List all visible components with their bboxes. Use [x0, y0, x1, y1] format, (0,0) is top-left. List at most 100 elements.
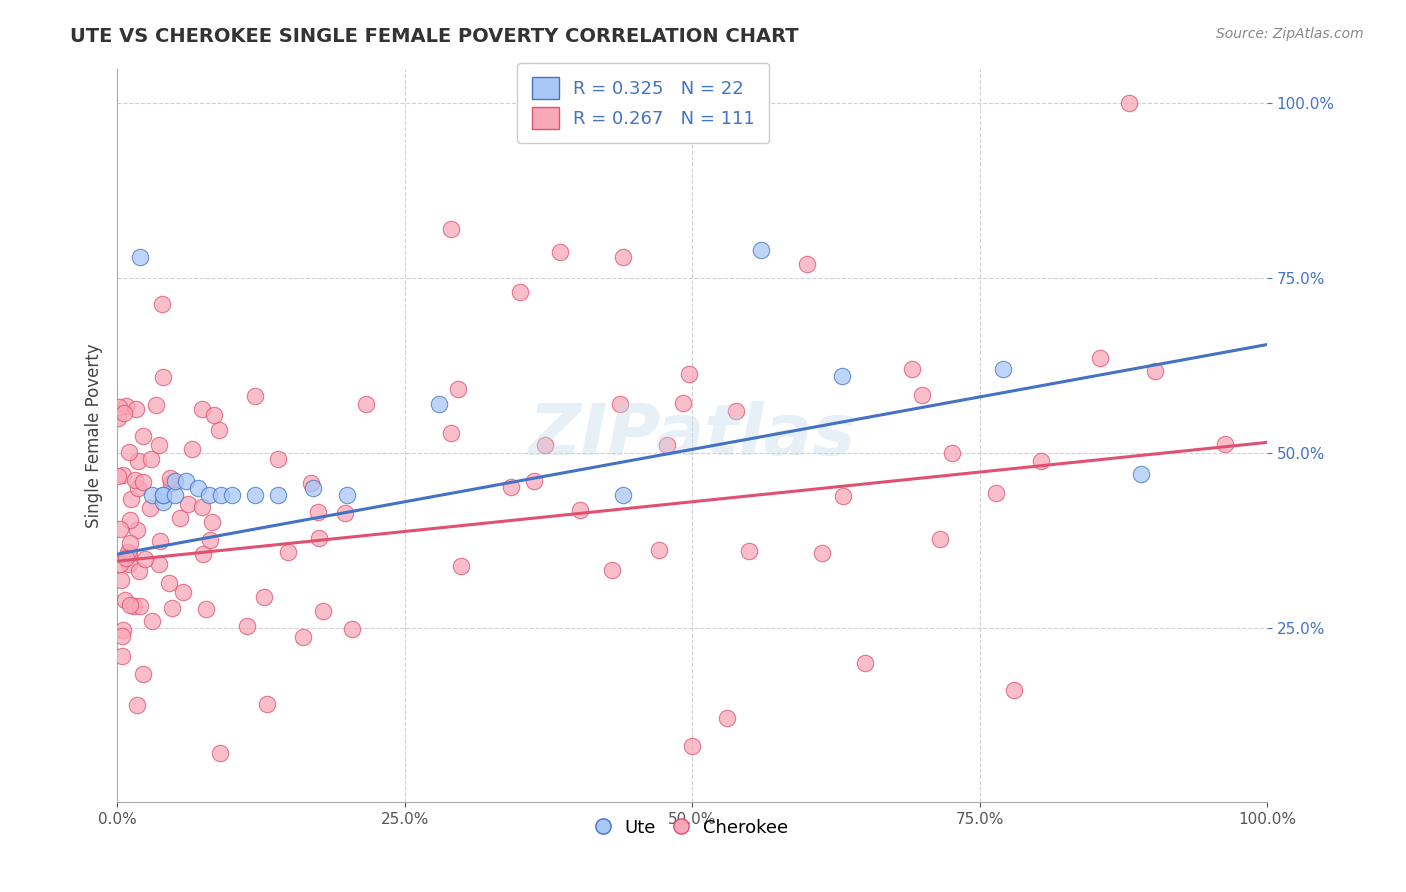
Point: [117, 544, 139, 558]
Point: [115, 550, 138, 565]
Point: [569, 503, 592, 517]
Point: [612, 250, 634, 264]
Y-axis label: Single Female Poverty: Single Female Poverty: [86, 343, 103, 528]
Point: [157, 576, 180, 591]
Point: [447, 382, 470, 396]
Point: [657, 437, 679, 451]
Point: [149, 533, 172, 548]
Point: [678, 367, 700, 381]
Point: [201, 516, 224, 530]
Point: [1029, 454, 1052, 468]
Point: [810, 545, 832, 559]
Point: [194, 602, 217, 616]
Point: [299, 476, 322, 491]
Point: [1143, 364, 1166, 378]
Point: [134, 551, 156, 566]
Point: [427, 397, 450, 411]
Point: [1213, 436, 1236, 450]
Point: [110, 629, 132, 643]
Point: [108, 400, 131, 414]
Point: [107, 411, 129, 425]
Point: [308, 531, 330, 545]
Point: [1002, 683, 1025, 698]
Point: [208, 747, 231, 761]
Point: [277, 545, 299, 559]
Point: [984, 485, 1007, 500]
Point: [152, 369, 174, 384]
Point: [356, 397, 378, 411]
Point: [267, 452, 290, 467]
Point: [174, 474, 197, 488]
Point: [152, 495, 174, 509]
Point: [725, 404, 748, 418]
Point: [738, 543, 761, 558]
Point: [499, 480, 522, 494]
Point: [1088, 351, 1111, 366]
Point: [749, 244, 772, 258]
Point: [145, 398, 167, 412]
Point: [548, 244, 571, 259]
Point: [929, 532, 952, 546]
Point: [160, 600, 183, 615]
Point: [152, 488, 174, 502]
Point: [648, 543, 671, 558]
Point: [209, 488, 232, 502]
Point: [120, 491, 142, 506]
Text: ZIPatlas: ZIPatlas: [529, 401, 856, 470]
Point: [901, 361, 924, 376]
Point: [600, 563, 623, 577]
Point: [108, 557, 131, 571]
Point: [716, 711, 738, 725]
Point: [141, 614, 163, 628]
Point: [335, 506, 357, 520]
Point: [118, 536, 141, 550]
Point: [118, 557, 141, 571]
Point: [831, 369, 853, 384]
Point: [941, 446, 963, 460]
Point: [253, 591, 276, 605]
Point: [509, 285, 531, 300]
Point: [440, 222, 463, 236]
Point: [118, 598, 141, 612]
Point: [141, 488, 163, 502]
Point: [118, 547, 141, 561]
Point: [114, 592, 136, 607]
Point: [672, 396, 695, 410]
Point: [307, 505, 329, 519]
Point: [150, 297, 173, 311]
Point: [163, 488, 186, 502]
Point: [1129, 467, 1152, 481]
Point: [159, 471, 181, 485]
Point: [125, 523, 148, 537]
Point: [108, 522, 131, 536]
Point: [125, 698, 148, 713]
Point: [609, 396, 631, 410]
Point: [169, 510, 191, 524]
Point: [311, 604, 333, 618]
Point: [124, 473, 146, 487]
Point: [152, 488, 174, 502]
Point: [177, 497, 200, 511]
Point: [853, 656, 876, 670]
Point: [796, 257, 818, 271]
Point: [191, 548, 214, 562]
Point: [291, 630, 314, 644]
Point: [138, 501, 160, 516]
Point: [128, 564, 150, 578]
Point: [336, 488, 359, 502]
Point: [112, 406, 135, 420]
Point: [128, 599, 150, 613]
Legend: Ute, Cherokee: Ute, Cherokee: [589, 812, 796, 845]
Point: [523, 474, 546, 488]
Point: [187, 481, 209, 495]
Point: [200, 533, 222, 547]
Point: [139, 452, 162, 467]
Point: [439, 426, 461, 441]
Point: [114, 399, 136, 413]
Point: [112, 623, 135, 637]
Point: [181, 442, 204, 457]
Point: [125, 401, 148, 416]
Point: [118, 445, 141, 459]
Point: [208, 423, 231, 437]
Point: [111, 648, 134, 663]
